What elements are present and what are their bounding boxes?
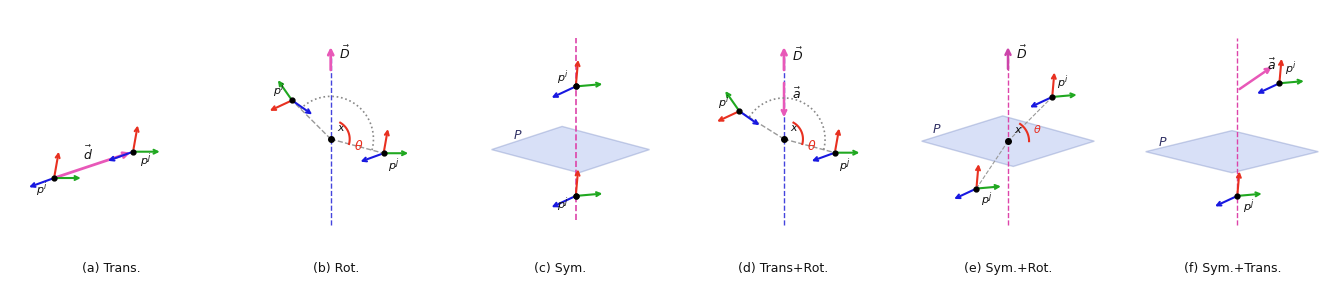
Text: $\vec{a}$: $\vec{a}$: [793, 87, 802, 102]
Text: (e) Sym.+Rot.: (e) Sym.+Rot.: [964, 262, 1052, 275]
Text: $p^j$: $p^j$: [981, 190, 992, 209]
Text: $\theta$: $\theta$: [1034, 123, 1042, 135]
Text: (c) Sym.: (c) Sym.: [535, 262, 586, 275]
Text: $P$: $P$: [933, 123, 942, 136]
Text: $\vec{a}$: $\vec{a}$: [1267, 57, 1277, 73]
Text: $p^i$: $p^i$: [718, 94, 730, 112]
Text: $\vec{D}$: $\vec{D}$: [1016, 45, 1027, 62]
Text: $x$: $x$: [790, 123, 800, 133]
Text: (a) Trans.: (a) Trans.: [82, 262, 141, 275]
Text: $\vec{d}$: $\vec{d}$: [83, 145, 93, 164]
Text: $p^j$: $p^j$: [140, 151, 152, 170]
Text: $\theta$: $\theta$: [808, 139, 817, 153]
Polygon shape: [922, 116, 1094, 166]
Text: $p^i$: $p^i$: [1058, 73, 1070, 92]
Text: $P$: $P$: [1159, 136, 1168, 149]
Text: (f) Sym.+Trans.: (f) Sym.+Trans.: [1184, 262, 1281, 275]
Text: $p^j$: $p^j$: [1242, 197, 1254, 216]
Text: $p^j$: $p^j$: [388, 157, 399, 176]
Polygon shape: [492, 126, 649, 173]
Text: $p^j$: $p^j$: [839, 156, 851, 175]
Text: $\vec{D}$: $\vec{D}$: [793, 47, 804, 64]
Text: (d) Trans+Rot.: (d) Trans+Rot.: [738, 262, 829, 275]
Text: $p^i$: $p^i$: [36, 181, 48, 199]
Text: $P$: $P$: [512, 129, 521, 142]
Text: $p^j$: $p^j$: [556, 195, 569, 214]
Polygon shape: [1145, 131, 1318, 173]
Text: $\theta$: $\theta$: [353, 139, 363, 153]
Text: $x$: $x$: [1015, 125, 1023, 135]
Text: $\vec{D}$: $\vec{D}$: [339, 45, 351, 62]
Text: (b) Rot.: (b) Rot.: [313, 262, 359, 275]
Text: $x$: $x$: [337, 123, 345, 133]
Text: $p^i$: $p^i$: [273, 82, 285, 101]
Text: $p^i$: $p^i$: [556, 68, 569, 87]
Text: $p^i$: $p^i$: [1285, 60, 1297, 78]
